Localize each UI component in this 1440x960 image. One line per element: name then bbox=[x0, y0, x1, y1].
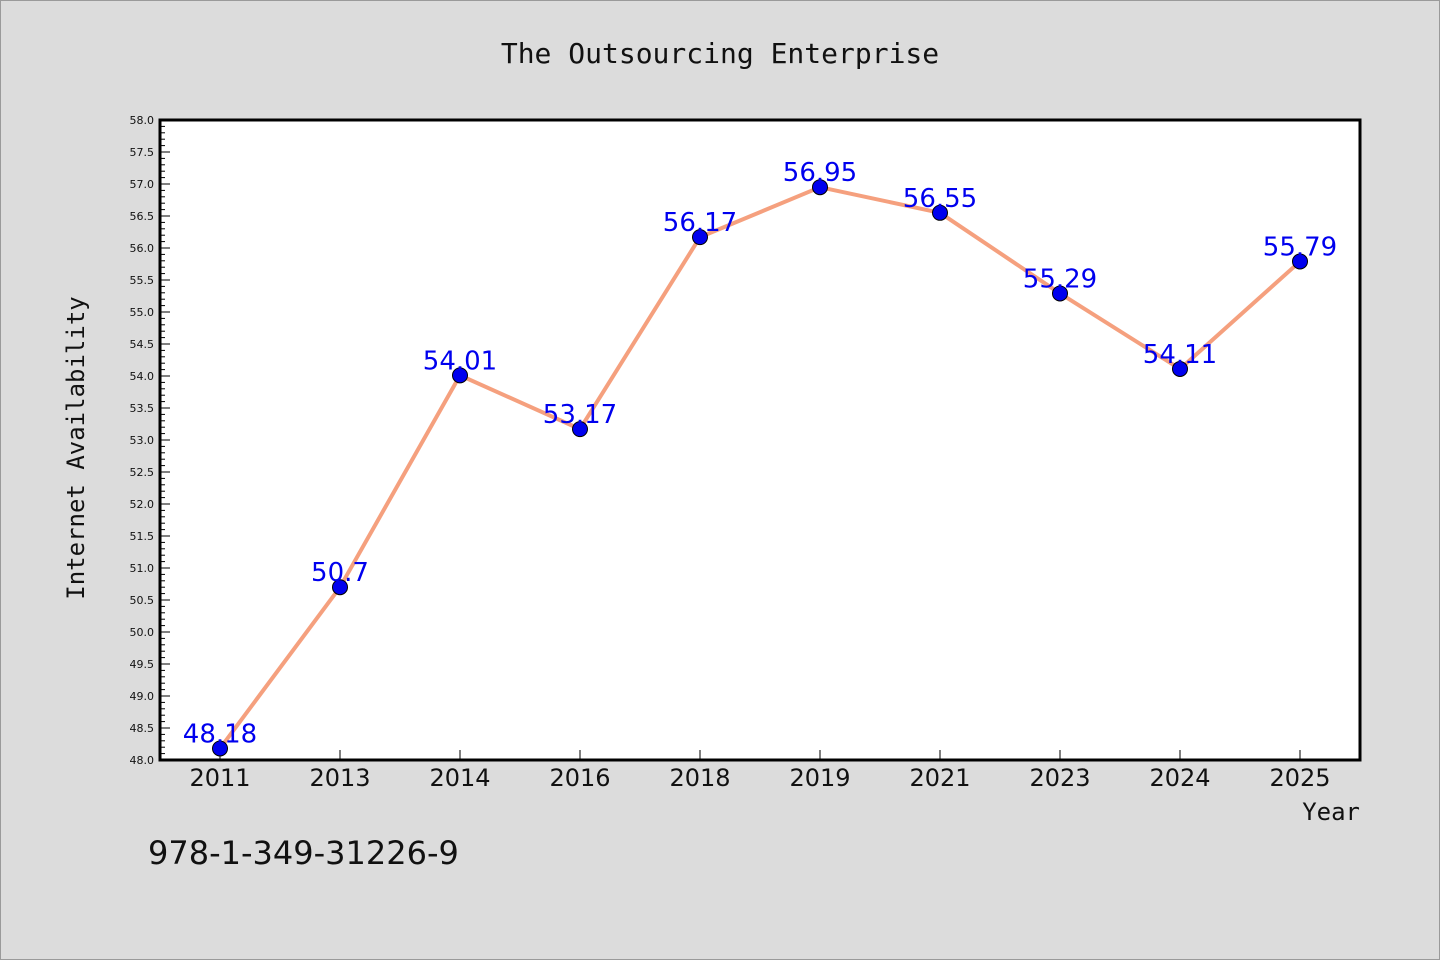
x-tick-label: 2014 bbox=[429, 764, 490, 792]
data-label: 50.7 bbox=[311, 558, 369, 588]
data-label: 54.11 bbox=[1143, 340, 1217, 370]
y-tick-label: 56.0 bbox=[130, 242, 155, 255]
data-label: 55.29 bbox=[1023, 264, 1097, 294]
y-tick-label: 53.5 bbox=[130, 402, 155, 415]
x-tick-label: 2019 bbox=[789, 764, 850, 792]
y-tick-label: 57.5 bbox=[130, 146, 155, 159]
plot-border bbox=[158, 118, 1362, 762]
y-tick-label: 52.0 bbox=[130, 498, 155, 511]
y-tick-label: 51.5 bbox=[130, 530, 155, 543]
y-tick-label: 50.0 bbox=[130, 626, 155, 639]
data-point bbox=[452, 367, 468, 384]
data-label: 56.55 bbox=[903, 184, 977, 214]
series-group: 48.18 50.7 54.01 53.17 56.17 56.95 56.55 55.29 5… bbox=[183, 158, 1337, 757]
y-tick-label: 55.0 bbox=[130, 306, 155, 319]
data-label: 54.01 bbox=[423, 346, 497, 376]
y-tick-label: 54.5 bbox=[130, 338, 155, 351]
y-tick-label: 56.5 bbox=[130, 210, 155, 223]
data-point bbox=[1292, 253, 1308, 270]
data-point bbox=[572, 421, 588, 438]
series-line bbox=[218, 185, 1302, 750]
data-label: 53.17 bbox=[543, 400, 617, 430]
y-tick-label: 49.5 bbox=[130, 658, 155, 671]
y-tick-label: 55.5 bbox=[130, 274, 155, 287]
data-label: 48.18 bbox=[183, 719, 257, 749]
data-point bbox=[332, 579, 348, 596]
data-label: 55.79 bbox=[1263, 232, 1337, 262]
data-point bbox=[812, 179, 828, 196]
data-label: 56.95 bbox=[783, 158, 857, 188]
x-tick-label: 2016 bbox=[549, 764, 610, 792]
x-tick-label: 2011 bbox=[189, 764, 250, 792]
x-tick-label: 2023 bbox=[1029, 764, 1090, 792]
x-tick-label: 2021 bbox=[909, 764, 970, 792]
y-tick-label: 54.0 bbox=[130, 370, 155, 383]
y-tick-label: 49.0 bbox=[130, 690, 155, 703]
data-point bbox=[692, 229, 708, 246]
y-tick-label: 48.0 bbox=[130, 754, 155, 767]
y-tick-label: 48.5 bbox=[130, 722, 155, 735]
x-tick-label: 2013 bbox=[309, 764, 370, 792]
isbn-annotation: 978-1-349-31226-9 bbox=[148, 834, 459, 872]
y-tick-label: 58.0 bbox=[130, 114, 155, 127]
y-tick-label: 52.5 bbox=[130, 466, 155, 479]
data-point bbox=[932, 204, 948, 221]
x-tick-label: 2024 bbox=[1149, 764, 1210, 792]
x-tick-label: 2018 bbox=[669, 764, 730, 792]
y-axis-label: Internet Availability bbox=[62, 296, 90, 599]
data-point bbox=[1172, 360, 1188, 377]
y-tick-label: 57.0 bbox=[130, 178, 155, 191]
x-tick-label: 2025 bbox=[1269, 764, 1330, 792]
data-label: 56.17 bbox=[663, 208, 737, 238]
plot-area bbox=[160, 120, 1360, 760]
chart-title: The Outsourcing Enterprise bbox=[501, 37, 939, 70]
data-point bbox=[212, 740, 228, 757]
x-axis: 2011 2013 2014 2016 2018 2019 2021 2023 2024 2025 bbox=[189, 750, 1331, 792]
y-tick-label: 53.0 bbox=[130, 434, 155, 447]
data-point bbox=[1052, 285, 1068, 302]
x-axis-label: Year bbox=[1302, 798, 1360, 826]
y-tick-label: 51.0 bbox=[130, 562, 155, 575]
y-tick-label: 50.5 bbox=[130, 594, 155, 607]
